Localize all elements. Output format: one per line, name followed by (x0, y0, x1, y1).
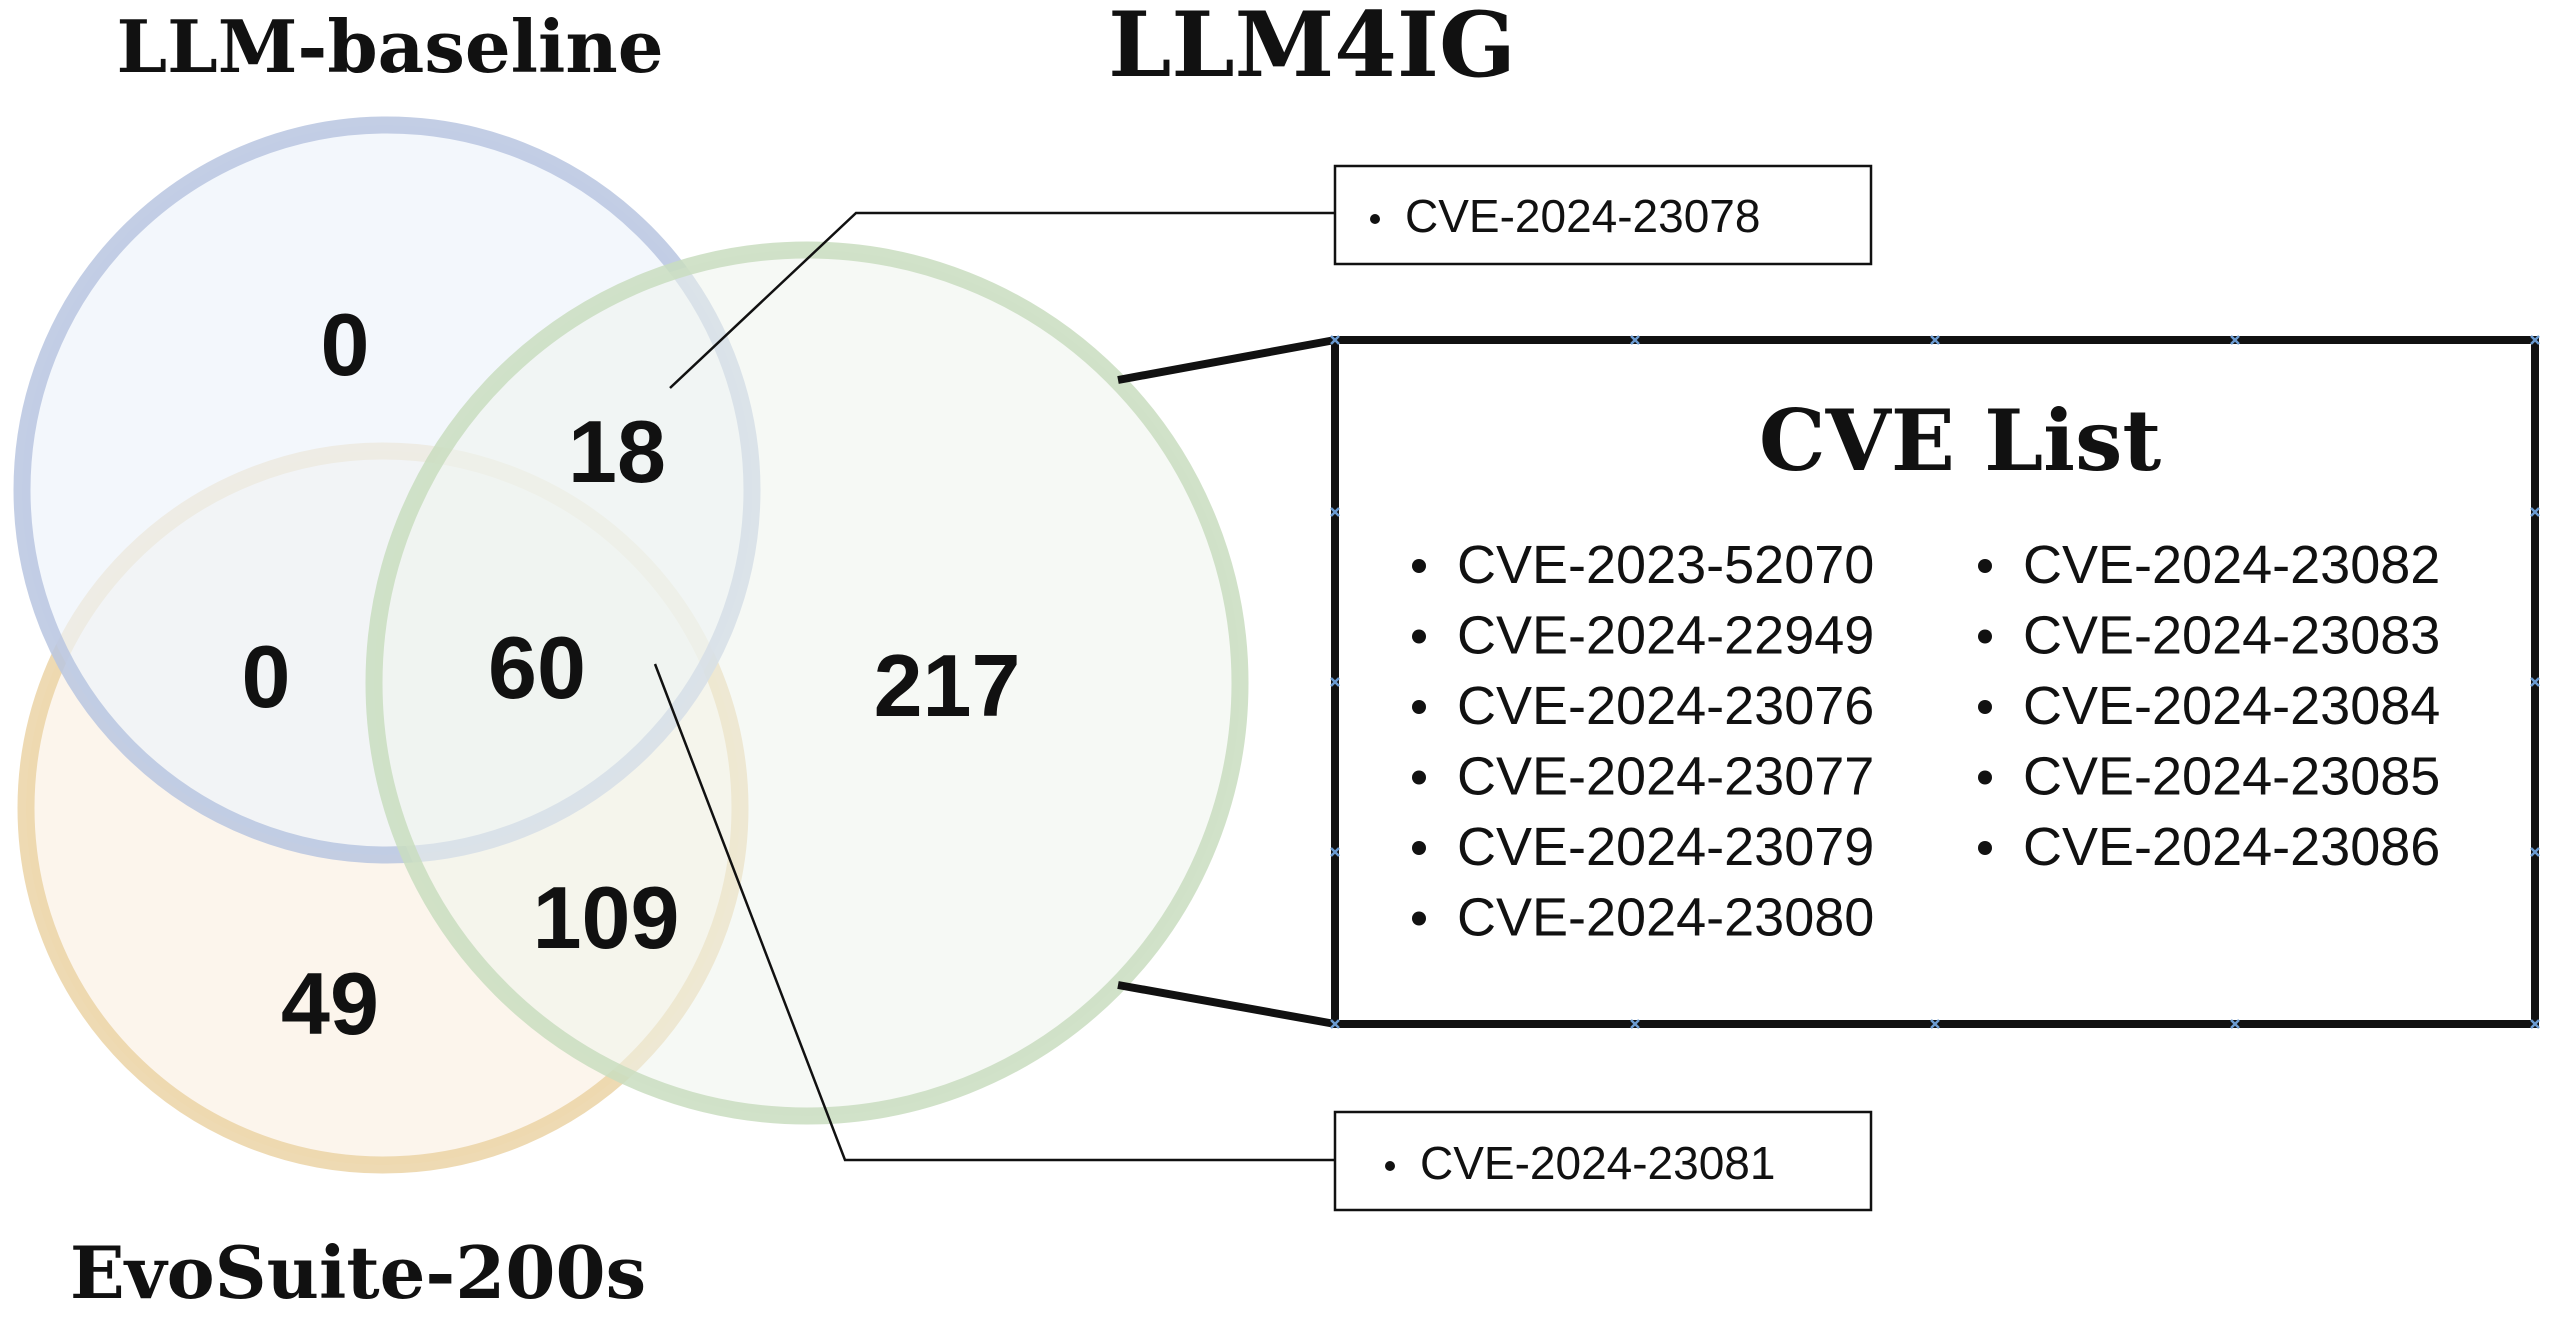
bottom-callout-item: CVE-2024-23081 (1420, 1137, 1775, 1189)
bottom-callout-bullet (1385, 1161, 1395, 1171)
top-callout-bullet (1370, 214, 1380, 224)
handle-marker (1330, 847, 1340, 857)
count-baseline-only: 0 (321, 295, 370, 394)
evosuite-title: EvoSuite-200s (70, 1230, 646, 1315)
region-counts: 0 18 0 60 217 109 49 (242, 295, 1021, 1053)
handle-marker (2530, 847, 2540, 857)
handle-marker (2530, 677, 2540, 687)
bottom-callout-leader (653, 663, 1335, 1162)
count-baseline-llm4ig: 18 (568, 402, 666, 501)
handle-marker (2230, 1019, 2240, 1029)
handle-marker (1330, 1019, 1340, 1029)
cve-list-item: CVE-2024-23086 (2023, 817, 2440, 877)
handle-marker (1330, 677, 1340, 687)
handle-marker (2530, 335, 2540, 345)
count-all-three: 60 (488, 618, 586, 717)
handle-marker (2530, 1019, 2540, 1029)
llm4ig-circle (365, 241, 1249, 1125)
cve-list-item: CVE-2024-23077 (1457, 747, 1874, 807)
cve-list-item: CVE-2024-23082 (2023, 535, 2440, 595)
cve-list-box-handles (1330, 335, 2540, 1029)
cve-list-item: CVE-2024-23079 (1457, 817, 1874, 877)
handle-marker (1930, 1019, 1940, 1029)
handle-marker (1630, 335, 1640, 345)
handle-marker (1330, 507, 1340, 517)
cve-list-item: CVE-2024-23080 (1457, 888, 1874, 948)
zoom-connector-top (1117, 336, 1336, 384)
cve-list-bullet (1978, 700, 1992, 714)
cve-list-left-column: CVE-2023-52070 CVE-2024-22949 CVE-2024-230… (1412, 535, 1874, 948)
count-evosuite-only: 49 (281, 954, 379, 1053)
count-llm4ig-only: 217 (874, 636, 1021, 735)
cve-list-panel: CVE List CVE-2023-52070CVE-2024-22949CVE… (1330, 335, 2540, 1029)
cve-list-item: CVE-2024-23083 (2023, 606, 2440, 666)
cve-list-bullet (1978, 559, 1992, 573)
handle-marker (1330, 335, 1340, 345)
count-baseline-evosuite: 0 (242, 627, 291, 726)
cve-list-bullet (1412, 911, 1426, 926)
top-callout-leader (669, 211, 1335, 389)
top-callout-item: CVE-2024-23078 (1405, 190, 1760, 242)
handle-marker (1930, 335, 1940, 345)
cve-list-bullet (1978, 629, 1992, 644)
cve-list-item: CVE-2023-52070 (1457, 535, 1874, 595)
cve-list-bullet (1978, 770, 1992, 785)
cve-list-right-column: CVE-2024-23082 CVE-2024-23083 CVE-2024-230… (1978, 535, 2440, 877)
venn-circles (13, 116, 1249, 1174)
cve-list-bullet (1412, 559, 1426, 573)
llm4ig-title: LLM4IG (1108, 0, 1516, 98)
cve-list-bullet (1978, 841, 1992, 855)
bottom-callout: CVE-2024-23081 (1333, 1110, 1873, 1212)
bottom-callout-box (1333, 1110, 1873, 1212)
cve-list-bullet (1412, 629, 1426, 644)
cve-list-item: CVE-2024-23085 (2023, 747, 2440, 807)
cve-list-bullet (1412, 700, 1426, 714)
count-llm4ig-evosuite: 109 (533, 868, 680, 967)
cve-list-item: CVE-2024-22949 (1457, 606, 1874, 666)
handle-marker (2230, 335, 2240, 345)
zoom-connector-bottom (1117, 981, 1336, 1028)
llm-baseline-title: LLM-baseline (116, 4, 663, 89)
handle-marker (1630, 1019, 1640, 1029)
top-callout: CVE-2024-23078 (1333, 164, 1873, 266)
cve-list-bullet (1412, 841, 1426, 855)
cve-list-bullet (1412, 770, 1426, 785)
handle-marker (2530, 507, 2540, 517)
top-callout-box (1333, 164, 1873, 266)
cve-list-item: CVE-2024-23076 (1457, 676, 1874, 736)
cve-list-item: CVE-2024-23084 (2023, 676, 2440, 736)
cve-list-title: CVE List (1759, 391, 2162, 490)
